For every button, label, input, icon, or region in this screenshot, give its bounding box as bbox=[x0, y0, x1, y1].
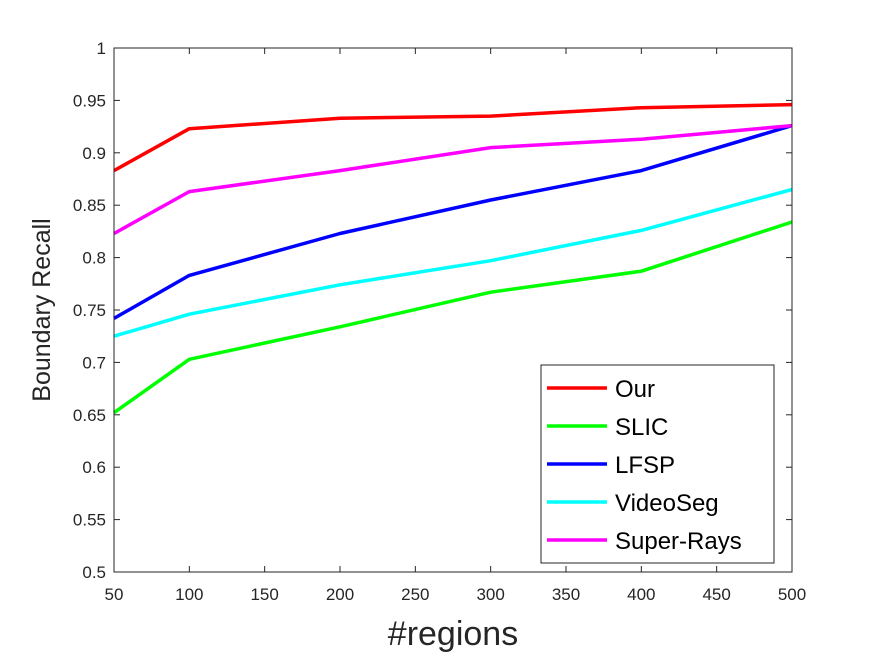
y-axis-ticks: 0.5 0.55 0.6 0.65 0.7 0.75 0.8 0.85 0.9 0.95 1 bbox=[73, 39, 792, 582]
x-tick-label-6: 350 bbox=[552, 585, 580, 604]
legend: Our SLIC LFSP VideoSeg Super-Rays bbox=[540, 364, 775, 564]
y-tick-label-5: 0.75 bbox=[73, 301, 106, 320]
x-tick-label-3: 200 bbox=[326, 585, 354, 604]
y-tick-label-1: 0.55 bbox=[73, 511, 106, 530]
series-line-0 bbox=[113, 102, 793, 173]
y-tick-label-10: 1 bbox=[97, 39, 106, 58]
x-axis-ticks: 50 100 150 200 250 300 350 400 450 500 bbox=[105, 48, 806, 604]
legend-label-3: VideoSeg bbox=[615, 490, 719, 517]
y-tick-label-6: 0.8 bbox=[82, 249, 106, 268]
y-tick-label-2: 0.6 bbox=[82, 458, 106, 477]
x-tick-label-9: 500 bbox=[778, 585, 806, 604]
y-tick-label-4: 0.7 bbox=[82, 353, 106, 372]
legend-label-4: Super-Rays bbox=[615, 528, 742, 555]
series-layer bbox=[112, 102, 793, 415]
y-tick-label-9: 0.95 bbox=[73, 91, 106, 110]
y-tick-label-8: 0.9 bbox=[82, 144, 106, 163]
x-tick-label-7: 400 bbox=[627, 585, 655, 604]
y-tick-label-0: 0.5 bbox=[82, 563, 106, 582]
legend-label-1: SLIC bbox=[615, 414, 668, 441]
x-tick-label-8: 450 bbox=[702, 585, 730, 604]
legend-label-2: LFSP bbox=[615, 452, 675, 479]
x-tick-label-0: 50 bbox=[105, 585, 124, 604]
x-tick-label-1: 100 bbox=[175, 585, 203, 604]
x-axis-label: #regions bbox=[388, 615, 518, 653]
x-tick-label-4: 250 bbox=[401, 585, 429, 604]
y-tick-label-3: 0.65 bbox=[73, 406, 106, 425]
y-tick-label-7: 0.85 bbox=[73, 196, 106, 215]
series-line-2 bbox=[113, 123, 793, 320]
series-line-1 bbox=[112, 220, 793, 415]
y-axis-label: Boundary Recall bbox=[28, 218, 56, 401]
series-line-4 bbox=[113, 123, 793, 236]
legend-label-0: Our bbox=[615, 376, 655, 403]
x-tick-label-2: 150 bbox=[250, 585, 278, 604]
x-tick-label-5: 300 bbox=[476, 585, 504, 604]
series-line-3 bbox=[113, 187, 793, 338]
